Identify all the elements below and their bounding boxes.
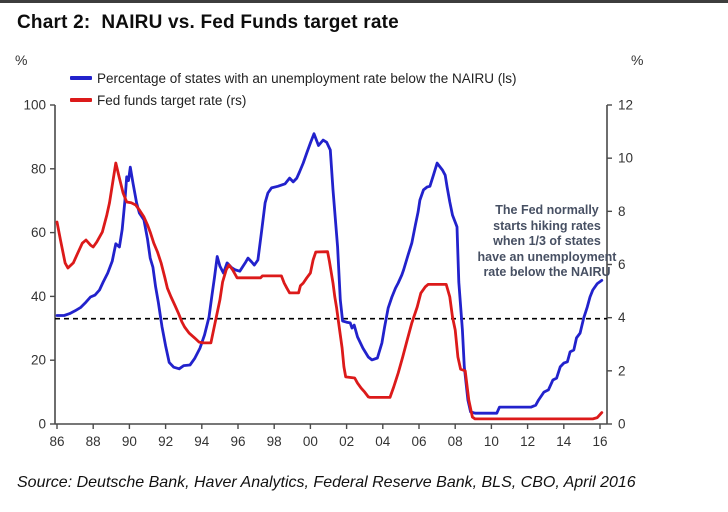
y-left-tick-label: 80 [31,161,46,176]
source-attribution: Source: Deutsche Bank, Haver Analytics, … [17,474,636,491]
right-axis-unit-label: % [631,52,644,68]
legend-label: Fed funds target rate (rs) [97,92,247,108]
series-line-fed-funds-rate [55,161,604,421]
y-right-tick-label: 12 [618,98,633,113]
top-border-rule [0,0,728,3]
annotation-line: The Fed normally [495,203,599,217]
x-tick-label: 04 [375,434,391,449]
y-right-tick-label: 6 [618,257,626,272]
chart-annotation: The Fed normally starts hiking rates whe… [468,203,626,281]
y-left-tick-label: 20 [31,353,46,368]
x-tick-label: 00 [303,434,318,449]
x-tick-label: 88 [86,434,101,449]
x-tick-label: 06 [411,434,426,449]
chart-title: Chart 2: NAIRU vs. Fed Funds target rate [17,12,399,33]
x-tick-label: 12 [520,434,535,449]
x-tick-label: 10 [484,434,499,449]
legend-line-swatch-blue [70,76,92,80]
x-tick-label: 02 [339,434,354,449]
x-tick-label: 08 [448,434,463,449]
legend-item-states-below-nairu: Percentage of states with an unemploymen… [70,70,516,86]
x-tick-label: 98 [267,434,282,449]
annotation-line: starts hiking rates [493,218,601,233]
x-tick-label: 16 [592,434,607,449]
y-right-tick-label: 4 [618,310,626,325]
legend-item-fed-funds: Fed funds target rate (rs) [70,92,246,108]
annotation-line: when 1/3 of states [493,234,601,248]
y-right-tick-label: 2 [618,363,626,378]
legend-line-swatch-red [70,98,92,102]
x-tick-label: 94 [194,434,210,449]
legend-label: Percentage of states with an unemploymen… [97,70,517,86]
x-tick-label: 92 [158,434,173,449]
x-tick-label: 86 [49,434,64,449]
y-right-tick-label: 0 [618,417,626,432]
x-tick-label: 14 [556,434,572,449]
y-left-tick-label: 0 [38,417,46,432]
x-tick-label: 96 [230,434,245,449]
y-left-tick-label: 60 [31,225,46,240]
annotation-line: have an unemployment [477,249,617,264]
y-left-tick-label: 100 [23,98,46,113]
y-right-tick-label: 8 [618,204,626,219]
y-right-tick-label: 10 [618,151,633,166]
left-axis-unit-label: % [15,52,28,68]
annotation-line: rate below the NAIRU [483,265,611,279]
y-left-tick-label: 40 [31,289,46,304]
x-tick-label: 90 [122,434,137,449]
